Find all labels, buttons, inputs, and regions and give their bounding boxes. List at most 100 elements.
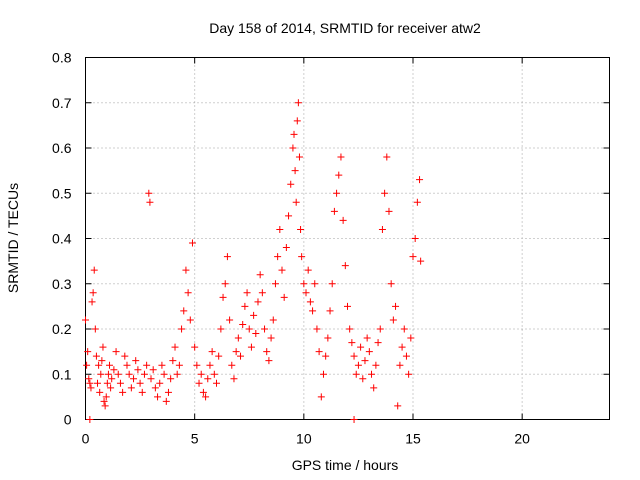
data-point <box>114 370 122 378</box>
data-point <box>164 388 172 396</box>
data-point <box>136 379 144 387</box>
data-point <box>252 330 260 338</box>
data-point <box>261 325 269 333</box>
data-point <box>86 416 94 423</box>
y-tick-label: 0.4 <box>52 231 72 247</box>
data-point <box>416 176 424 184</box>
data-point <box>271 280 279 288</box>
y-tick-label: 0.1 <box>52 366 72 382</box>
data-point <box>132 357 140 365</box>
data-point <box>134 366 142 374</box>
data-point <box>326 307 334 315</box>
data-point <box>354 361 362 369</box>
data-point <box>180 307 188 315</box>
x-tick-label: 0 <box>82 431 90 447</box>
data-point <box>241 302 249 310</box>
data-point <box>90 266 98 274</box>
data-point <box>290 130 298 138</box>
data-point <box>363 334 371 342</box>
data-point <box>140 370 148 378</box>
tick-labels: 0 5 10 15 20 0 0.1 0.2 0.3 0.4 0.5 0.6 0.7 0.8 <box>52 50 530 447</box>
data-point <box>151 384 159 392</box>
data-point <box>173 370 181 378</box>
data-point <box>372 361 380 369</box>
data-point <box>330 207 338 215</box>
data-point <box>311 280 319 288</box>
data-point <box>94 379 102 387</box>
data-point <box>100 397 108 405</box>
data-point <box>146 198 154 206</box>
data-point <box>202 393 210 401</box>
data-point <box>107 384 115 392</box>
data-point <box>398 343 406 351</box>
data-point <box>376 325 384 333</box>
data-point <box>250 311 258 319</box>
data-point <box>267 334 275 342</box>
data-point <box>99 343 107 351</box>
data-point <box>158 361 166 369</box>
data-point <box>370 384 378 392</box>
data-point <box>295 153 303 161</box>
data-point <box>208 348 216 356</box>
data-point <box>89 289 97 297</box>
data-point <box>263 348 271 356</box>
data-point <box>315 348 323 356</box>
data-point <box>130 375 138 383</box>
data-point <box>400 325 408 333</box>
data-point <box>178 325 186 333</box>
data-point <box>385 207 393 215</box>
data-point <box>195 379 203 387</box>
data-point <box>234 334 242 342</box>
data-point <box>169 357 177 365</box>
data-point <box>184 289 192 297</box>
data-point <box>274 253 282 261</box>
data-point <box>282 244 290 252</box>
data-point <box>247 343 255 351</box>
data-point <box>413 198 421 206</box>
data-point <box>228 361 236 369</box>
chart-title: Day 158 of 2014, SRMTID for receiver atw… <box>209 20 481 36</box>
data-point <box>167 375 175 383</box>
data-point <box>147 375 155 383</box>
data-point <box>374 339 382 347</box>
data-point <box>88 298 96 306</box>
data-point <box>102 393 110 401</box>
data-point <box>92 352 100 360</box>
data-point <box>104 370 112 378</box>
x-tick-label: 5 <box>191 431 199 447</box>
data-point <box>226 316 234 324</box>
data-point <box>269 316 277 324</box>
data-point <box>317 393 325 401</box>
data-point <box>348 339 356 347</box>
data-point <box>210 370 218 378</box>
data-point <box>405 370 413 378</box>
data-point <box>361 357 369 365</box>
data-point <box>106 361 114 369</box>
data-point <box>230 375 238 383</box>
y-tick-label: 0 <box>64 412 72 428</box>
data-point <box>302 289 310 297</box>
data-point <box>265 357 273 365</box>
data-point <box>300 280 308 288</box>
data-point <box>293 117 301 125</box>
data-point <box>112 348 120 356</box>
data-point <box>389 316 397 324</box>
data-point <box>357 343 365 351</box>
data-point <box>350 416 358 423</box>
data-point <box>328 280 336 288</box>
data-point <box>359 375 367 383</box>
data-point <box>95 361 103 369</box>
data-point <box>123 361 131 369</box>
data-point <box>223 253 231 261</box>
data-point <box>213 379 220 387</box>
data-point <box>119 388 127 396</box>
data-point <box>387 280 395 288</box>
x-tick-label: 15 <box>405 431 421 447</box>
data-point <box>221 280 229 288</box>
data-point <box>392 302 400 310</box>
data-point <box>285 212 293 220</box>
data-point <box>101 402 109 410</box>
data-point <box>297 225 305 233</box>
data-point <box>258 289 266 297</box>
